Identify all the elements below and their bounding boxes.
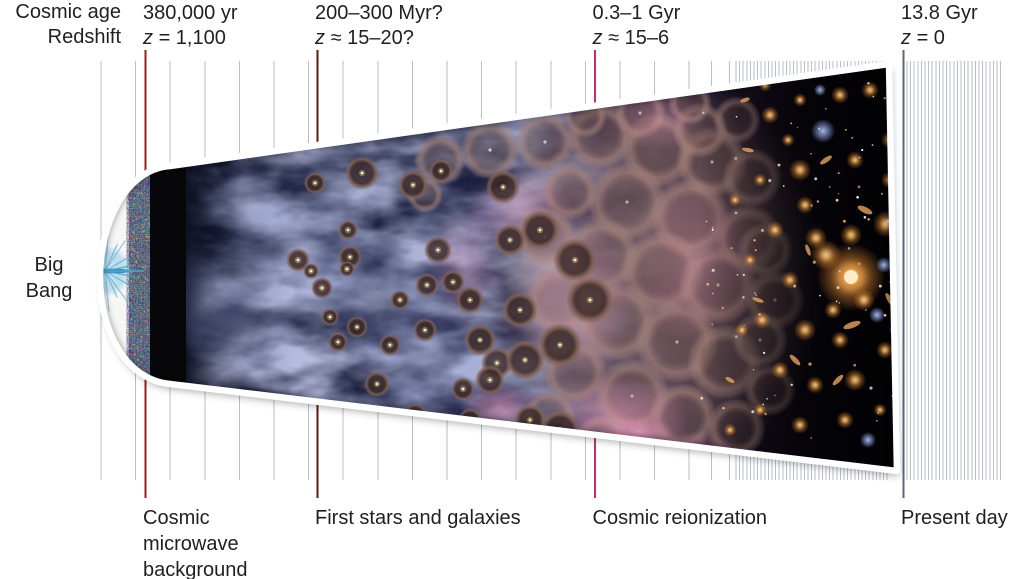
milestone-event-first-stars: First stars and galaxies	[315, 507, 521, 529]
horn-border	[96, 60, 901, 475]
present-day-galaxies	[723, 78, 897, 448]
milestone-event-reionization: Cosmic reionization	[592, 507, 768, 529]
axis-labels: Cosmic age Redshift	[0, 0, 121, 50]
universe-horn	[96, 60, 901, 475]
milestone-age-reionization: 0.3–1 Gyr z ≈ 15–6	[592, 2, 681, 49]
milestone-age-cmb: 380,000 yr z = 1,100	[143, 2, 238, 49]
milestone-event-present: Present day	[901, 507, 1008, 529]
big-bang-label: Big Bang	[25, 254, 73, 302]
milestone-age-present: 13.8 Gyr z = 0	[901, 2, 978, 49]
milestone-event-cmb: Cosmic microwave background	[143, 507, 248, 579]
axis-cosmic-age: Cosmic age	[15, 1, 121, 23]
axis-redshift: Redshift	[47, 26, 121, 48]
milestone-age-first-stars: 200–300 Myr? z ≈ 15–20?	[315, 2, 443, 49]
